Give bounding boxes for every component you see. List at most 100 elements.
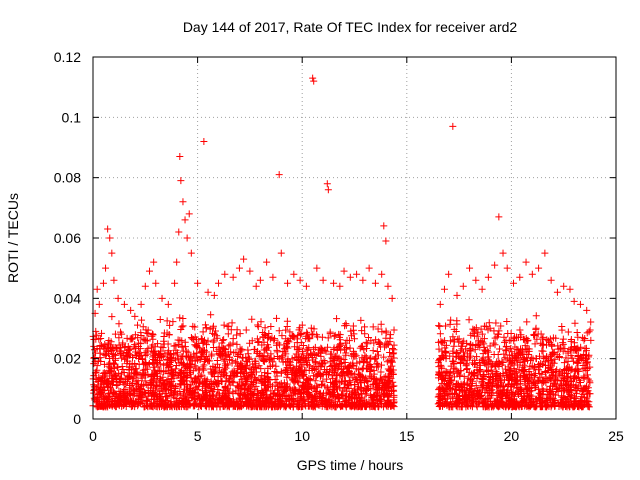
data-point (127, 306, 135, 314)
data-point (299, 372, 307, 380)
data-point (180, 385, 188, 393)
data-point (387, 331, 395, 339)
data-point (125, 365, 133, 373)
data-point (199, 339, 207, 347)
data-point (551, 376, 559, 384)
data-point (301, 384, 309, 392)
data-point (557, 344, 565, 352)
data-point (484, 395, 492, 403)
data-point (345, 393, 353, 401)
data-point (292, 368, 300, 376)
data-point (323, 180, 331, 188)
data-point (164, 379, 172, 387)
data-point (228, 368, 236, 376)
data-point (133, 370, 141, 378)
data-point (192, 377, 200, 385)
data-point (152, 382, 160, 390)
data-point (93, 285, 101, 293)
data-point (97, 335, 105, 343)
data-point (236, 394, 244, 402)
data-point (576, 353, 584, 361)
data-point (347, 332, 355, 340)
data-point (356, 344, 364, 352)
data-point (440, 285, 448, 293)
data-point (521, 342, 529, 350)
data-point (381, 399, 389, 407)
data-point (444, 380, 452, 388)
data-point (470, 389, 478, 397)
data-point (170, 374, 178, 382)
data-point (331, 331, 339, 339)
data-point (186, 401, 194, 409)
data-point (384, 339, 392, 347)
data-point (207, 311, 215, 319)
data-point (293, 335, 301, 343)
data-point (435, 322, 443, 330)
data-point (505, 336, 513, 344)
data-point (189, 367, 197, 375)
data-point (437, 372, 445, 380)
data-point (559, 339, 567, 347)
data-point (202, 382, 210, 390)
data-point (365, 264, 373, 272)
data-point (200, 336, 208, 344)
data-point (365, 398, 373, 406)
data-point (157, 343, 165, 351)
data-point (102, 264, 110, 272)
data-point (242, 365, 250, 373)
data-point (351, 375, 359, 383)
data-point (336, 333, 344, 341)
data-point (235, 401, 243, 409)
data-point (337, 402, 345, 410)
data-point (146, 379, 154, 387)
data-point (98, 385, 106, 393)
data-point (198, 371, 206, 379)
data-point (495, 213, 503, 221)
data-point (150, 396, 158, 404)
data-point (187, 381, 195, 389)
data-point (161, 380, 169, 388)
data-point (337, 355, 345, 363)
data-point (322, 348, 330, 356)
data-point (528, 398, 536, 406)
data-point (201, 356, 209, 364)
data-point (447, 316, 455, 324)
data-point (135, 360, 143, 368)
data-point (179, 322, 187, 330)
data-points (89, 74, 595, 411)
y-tick-label: 0.02 (54, 351, 81, 367)
data-point (532, 379, 540, 387)
data-point (302, 366, 310, 374)
data-point (137, 331, 145, 339)
data-point (334, 391, 342, 399)
data-point (363, 345, 371, 353)
data-point (532, 312, 540, 320)
data-point (463, 394, 471, 402)
data-point (233, 362, 241, 370)
data-point (284, 344, 292, 352)
data-point (352, 391, 360, 399)
data-point (114, 381, 122, 389)
data-point (165, 380, 173, 388)
data-point (303, 388, 311, 396)
data-point (245, 355, 253, 363)
data-point (500, 338, 508, 346)
data-point (143, 365, 151, 373)
data-point (160, 381, 168, 389)
data-point (505, 397, 513, 405)
data-point (552, 385, 560, 393)
data-point (555, 353, 563, 361)
data-point (304, 346, 312, 354)
data-point (138, 390, 146, 398)
data-point (435, 338, 443, 346)
data-point (156, 315, 164, 323)
data-point (564, 373, 572, 381)
data-point (558, 323, 566, 331)
data-point (152, 403, 160, 411)
data-point (473, 403, 481, 411)
data-point (283, 364, 291, 372)
data-point (522, 373, 530, 381)
data-point (346, 273, 354, 281)
data-point (583, 400, 591, 408)
data-point (158, 352, 166, 360)
